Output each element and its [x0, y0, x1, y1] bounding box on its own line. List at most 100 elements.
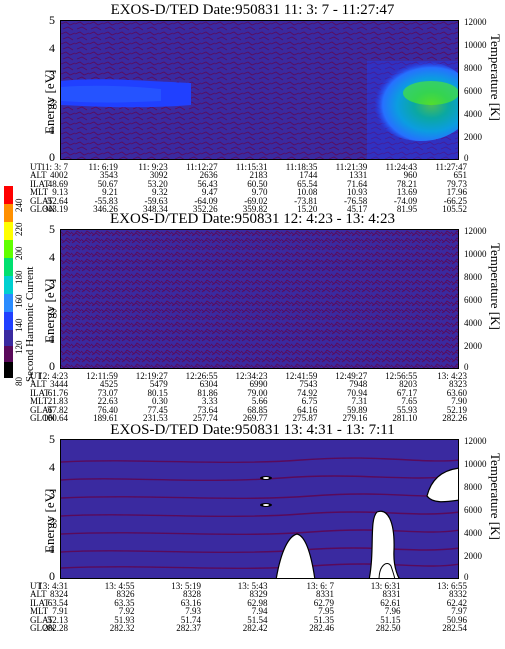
r-tick: 6000 [464, 505, 482, 515]
orbit-row-label: ILAT [30, 597, 50, 608]
colorbar-tick: 140 [14, 318, 24, 333]
panel-3-title: EXOS-D/TED Date:950831 13: 4:31 - 13: 7:… [110, 422, 395, 438]
orbit-cell: 55.93 [396, 404, 418, 415]
orbit-cell: 1331 [349, 170, 368, 181]
y-tick: 1 [49, 123, 55, 137]
orbit-cell: 282.46 [309, 623, 334, 633]
orbit-cell: 282.50 [375, 623, 401, 633]
orbit-cell: 189.61 [93, 413, 118, 423]
r-tick: 10000 [464, 249, 487, 259]
panel-3-white-region [275, 533, 316, 578]
orbit-cell: 7.95 [318, 606, 334, 617]
orbit-cell: 651 [453, 170, 468, 181]
orbit-cell: 63.54 [47, 597, 68, 608]
orbit-cell: 282.42 [242, 623, 268, 633]
orbit-cell: 3444 [50, 379, 68, 390]
r-tick: 0 [464, 572, 469, 582]
orbit-cell: -74.09 [393, 195, 418, 206]
colorbar-tick: 160 [14, 294, 24, 309]
orbit-cell: 7.93 [185, 606, 201, 617]
orbit-cell: 62.79 [313, 597, 334, 608]
orbit-cell: 9.47 [201, 187, 218, 198]
orbit-cell: 71.64 [347, 178, 368, 189]
orbit-row-label: ALT [30, 170, 47, 181]
orbit-cell: 3092 [149, 170, 168, 181]
orbit-cell: -55.83 [94, 195, 118, 206]
orbit-cell: 2183 [249, 170, 268, 181]
colorbar-tick: 240 [14, 198, 24, 213]
colorbar-tick: 80 [14, 377, 24, 386]
orbit-row-label: MLT [30, 187, 49, 198]
orbit-cell: 51.74 [180, 614, 201, 625]
orbit-cell: 73.64 [197, 404, 218, 415]
orbit-cell: 79.73 [446, 178, 467, 189]
orbit-cell: -64.09 [194, 195, 218, 206]
y-tick: 2 [49, 514, 55, 528]
orbit-cell: 65.54 [297, 178, 318, 189]
orbit-cell: 67.17 [396, 387, 418, 398]
orbit-cell: 11: 9:23 [138, 162, 168, 172]
orbit-cell: -69.02 [244, 195, 268, 206]
orbit-cell: 7.97 [451, 606, 467, 617]
panel-1-heatmap [61, 21, 458, 159]
orbit-cell: 11: 6:19 [88, 162, 118, 172]
orbit-cell: 8324 [50, 589, 68, 600]
orbit-cell: 11:21:39 [335, 162, 368, 172]
orbit-cell: 7.65 [401, 396, 418, 407]
orbit-cell: 8331 [382, 589, 401, 600]
orbit-cell: 13: 4:55 [104, 581, 135, 591]
panel-2-rlabel: Temperature [K] [488, 243, 503, 330]
r-tick: 2000 [464, 551, 482, 561]
orbit-cell: 12:56:55 [385, 371, 418, 381]
orbit-cell: -66.25 [443, 195, 467, 206]
orbit-cell: 7.90 [451, 396, 467, 407]
orbit-cell: 12:26:55 [185, 371, 218, 381]
orbit-cell: 13: 6:31 [370, 581, 401, 591]
orbit-row-label: MLT [30, 606, 49, 617]
orbit-cell: 59.89 [347, 404, 368, 415]
orbit-cell: 12:11:59 [86, 371, 118, 381]
orbit-row-label: GLAT [30, 614, 53, 625]
orbit-cell: 74.92 [297, 387, 318, 398]
colorbar [4, 186, 13, 378]
orbit-cell: 60.50 [247, 178, 268, 189]
orbit-cell: 8326 [116, 589, 135, 600]
orbit-cell: 51.15 [380, 614, 401, 625]
orbit-cell: 62.61 [380, 597, 401, 608]
orbit-cell: 12:41:59 [285, 371, 318, 381]
orbit-cell: 7.31 [351, 396, 368, 407]
orbit-cell: 11:12:27 [185, 162, 218, 172]
r-tick: 12000 [464, 436, 487, 446]
orbit-row-label: UT [30, 162, 42, 172]
orbit-cell: 56.43 [197, 178, 218, 189]
orbit-cell: 7.96 [384, 606, 401, 617]
orbit-cell: 7.94 [251, 606, 268, 617]
orbit-row-label: ILAT [30, 387, 50, 398]
orbit-cell: 3.33 [201, 396, 218, 407]
panel-2-plot [60, 229, 459, 369]
orbit-row-label: GLAT [30, 195, 53, 206]
orbit-cell: 1744 [299, 170, 318, 181]
panel-3-plot [60, 439, 459, 579]
orbit-cell: 8331 [316, 589, 334, 600]
orbit-cell: 13: 6:55 [437, 581, 467, 591]
orbit-cell: 67.82 [47, 404, 68, 415]
orbit-cell: 359.82 [242, 204, 268, 214]
panel-3-ylabel: Energy [eV] [42, 488, 57, 553]
orbit-cell: 13: 5:19 [171, 581, 201, 591]
orbit-cell: 11:15:31 [235, 162, 268, 172]
orbit-cell: 64.16 [297, 404, 318, 415]
orbit-cell: 45.17 [347, 204, 368, 214]
orbit-cell: 9.21 [102, 187, 118, 198]
orbit-cell: 13: 5:43 [237, 581, 268, 591]
orbit-cell: 80.15 [147, 387, 168, 398]
y-tick: 4 [49, 41, 55, 55]
orbit-cell: -52.64 [44, 195, 68, 206]
orbit-cell: 73.07 [97, 387, 118, 398]
orbit-row-label: ILAT [30, 178, 50, 189]
r-tick: 4000 [464, 528, 482, 538]
orbit-cell: 282.28 [43, 623, 68, 633]
r-tick: 0 [464, 153, 469, 163]
r-tick: 2000 [464, 341, 482, 351]
panel-2-ylabel: Energy [eV] [42, 278, 57, 343]
